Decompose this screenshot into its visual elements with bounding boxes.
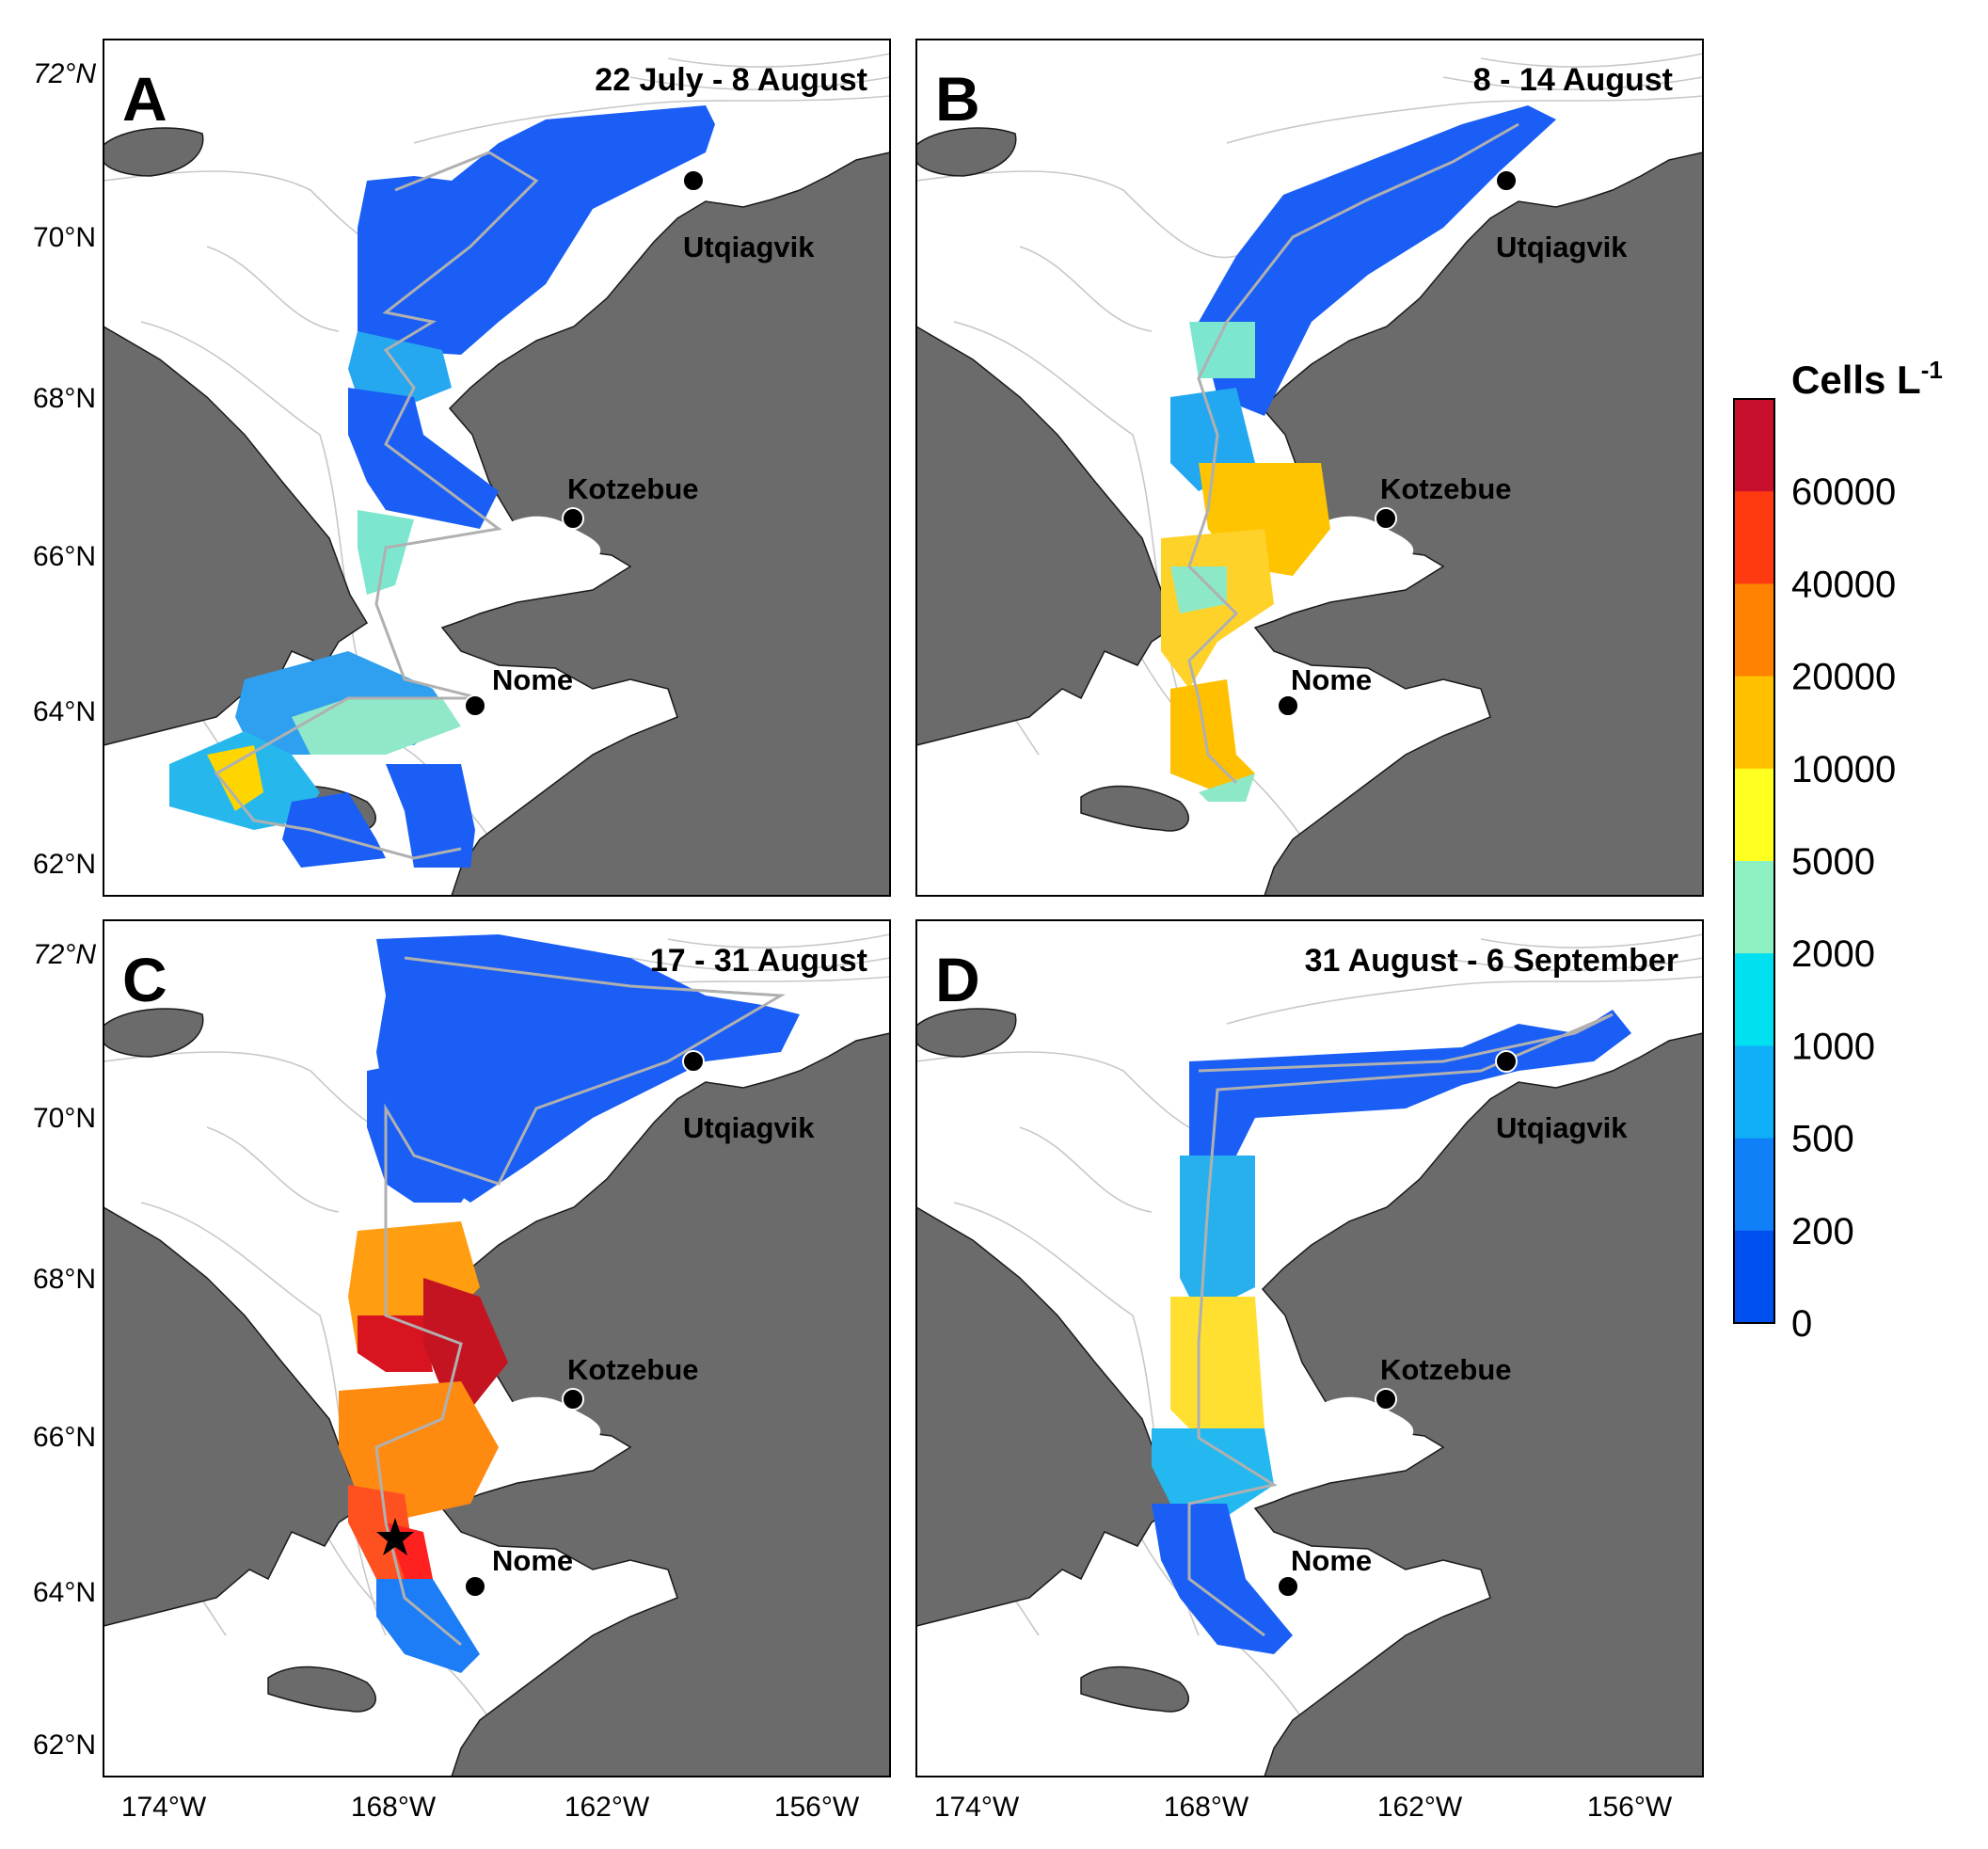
- colorbar-block: [1734, 768, 1774, 862]
- label-kotzebue-a: Kotzebue: [567, 472, 699, 505]
- lon-tick-label: 156°W: [774, 1792, 860, 1823]
- lat-axis-top: 72°N 70°N 68°N 66°N 64°N 62°N: [33, 58, 96, 880]
- colorbar-tick-label: 500: [1791, 1119, 1854, 1160]
- label-utqiagvik-b: Utqiagvik: [1496, 231, 1628, 263]
- panel-a: [103, 39, 891, 897]
- panel-letter-d: D: [935, 945, 980, 1014]
- lon-tick-label: 168°W: [351, 1792, 437, 1823]
- lat-tick-label: 68°N: [33, 1264, 96, 1295]
- colorbar-tick-label: 0: [1791, 1303, 1812, 1345]
- colorbar-tick-label: 40000: [1791, 564, 1896, 605]
- label-kotzebue-b: Kotzebue: [1380, 472, 1512, 505]
- lat-tick-label: 72°N: [33, 939, 96, 970]
- label-nome-b: Nome: [1291, 663, 1372, 696]
- label-utqiagvik-d: Utqiagvik: [1496, 1111, 1628, 1144]
- colorbar-block: [1734, 1138, 1774, 1232]
- colorbar-block: [1734, 491, 1774, 584]
- colorbar-title-text: Cells L: [1791, 358, 1921, 402]
- panel-date-d: 31 August - 6 September: [1305, 943, 1678, 979]
- label-nome-a: Nome: [492, 663, 573, 696]
- lon-tick-label: 162°W: [1377, 1792, 1463, 1823]
- colorbar-tick-label: 5000: [1791, 841, 1875, 883]
- lon-axis-left: 174°W 168°W 162°W 156°W: [121, 1792, 860, 1823]
- lat-tick-label: 68°N: [33, 383, 96, 414]
- sampling-region-d: [1152, 1010, 1631, 1654]
- colorbar-tick-label: 60000: [1791, 471, 1896, 513]
- panel-c: [103, 919, 891, 1777]
- colorbar-title-exponent: -1: [1921, 356, 1943, 384]
- lat-tick-label: 66°N: [33, 1422, 96, 1453]
- lat-tick-label: 72°N: [33, 58, 96, 89]
- colorbar-blocks: [1734, 399, 1774, 1324]
- lat-tick-label: 66°N: [33, 541, 96, 572]
- colorbar-title: Cells L-1: [1791, 356, 1943, 402]
- lon-tick-label: 174°W: [934, 1792, 1020, 1823]
- panel-b: [915, 39, 1704, 897]
- label-nome-d: Nome: [1291, 1544, 1372, 1577]
- lat-tick-label: 70°N: [33, 1103, 96, 1134]
- colorbar-frame: [1733, 398, 1775, 1324]
- lat-tick-label: 70°N: [33, 222, 96, 253]
- colorbar-tick-label: 20000: [1791, 657, 1896, 698]
- lat-tick-label: 64°N: [33, 696, 96, 727]
- label-utqiagvik-a: Utqiagvik: [683, 231, 815, 263]
- panel-letter-c: C: [122, 945, 167, 1014]
- colorbar-block: [1734, 953, 1774, 1046]
- lat-tick-label: 62°N: [33, 849, 96, 880]
- label-nome-c: Nome: [492, 1544, 573, 1577]
- colorbar-tick-label: 1000: [1791, 1026, 1875, 1067]
- panel-date-c: 17 - 31 August: [650, 943, 867, 979]
- place-markers: [464, 169, 1518, 1598]
- colorbar-block: [1734, 583, 1774, 677]
- sampling-region-c: [339, 934, 800, 1673]
- colorbar-tick-label: 2000: [1791, 933, 1875, 975]
- lat-axis-bottom: 72°N 70°N 68°N 66°N 64°N 62°N: [33, 939, 96, 1761]
- lon-axis-right: 174°W 168°W 162°W 156°W: [934, 1792, 1673, 1823]
- colorbar-block: [1734, 861, 1774, 954]
- colorbar-block: [1734, 676, 1774, 770]
- lon-tick-label: 168°W: [1164, 1792, 1249, 1823]
- colorbar-block: [1734, 1045, 1774, 1140]
- label-kotzebue-d: Kotzebue: [1380, 1353, 1512, 1386]
- lon-tick-label: 156°W: [1587, 1792, 1673, 1823]
- colorbar-block: [1734, 1230, 1774, 1324]
- sampling-region-a: [169, 105, 715, 868]
- lon-tick-label: 162°W: [565, 1792, 650, 1823]
- place-labels: Utqiagvik Kotzebue Nome Utqiagvik Kotzeb…: [492, 231, 1628, 1577]
- colorbar: Cells L-1 600004000020000100005000200010…: [1733, 356, 1943, 1345]
- lat-tick-label: 64°N: [33, 1577, 96, 1608]
- colorbar-block: [1734, 399, 1774, 492]
- panel-date-a: 22 July - 8 August: [595, 62, 867, 98]
- colorbar-tick-label: 200: [1791, 1211, 1854, 1252]
- panel-letter-b: B: [935, 64, 980, 134]
- lon-tick-label: 174°W: [121, 1792, 207, 1823]
- panel-letter-a: A: [122, 64, 167, 134]
- label-kotzebue-c: Kotzebue: [567, 1353, 699, 1386]
- colorbar-tick-label: 10000: [1791, 749, 1896, 790]
- lat-tick-label: 62°N: [33, 1729, 96, 1761]
- panel-date-b: 8 - 14 August: [1473, 62, 1673, 98]
- panel-d: [915, 919, 1704, 1777]
- sampling-region-b: [1161, 105, 1556, 802]
- label-utqiagvik-c: Utqiagvik: [683, 1111, 815, 1144]
